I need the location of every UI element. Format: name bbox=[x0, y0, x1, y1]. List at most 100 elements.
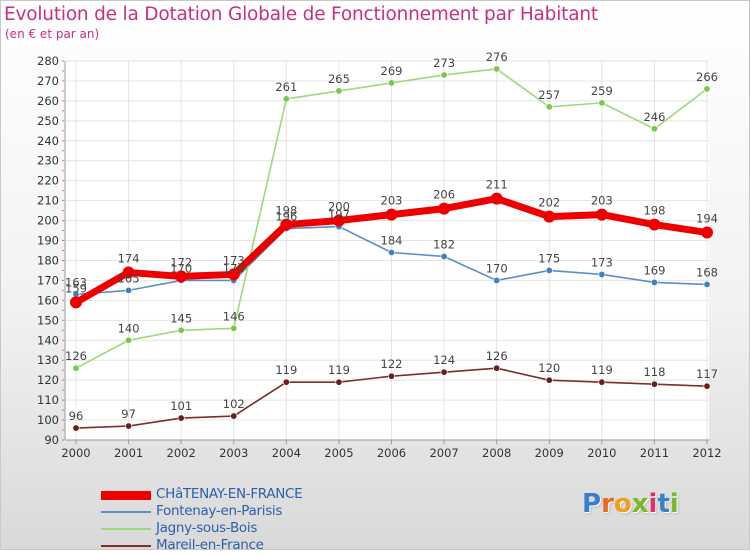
data-label-mareil-en-france: 102 bbox=[223, 397, 245, 411]
y-tick-label: 270 bbox=[37, 74, 59, 88]
y-tick-label: 140 bbox=[37, 333, 59, 347]
data-point-fontenay-en-parisis bbox=[545, 266, 553, 274]
axis-layer: 9010011012013014015016017018019020021022… bbox=[37, 54, 722, 460]
data-point-jagny-sous-bois bbox=[335, 87, 343, 95]
data-label-fontenay-en-parisis: 163 bbox=[65, 275, 87, 289]
data-point-ch-tenay-en-france bbox=[648, 218, 661, 231]
data-label-ch-tenay-en-france: 202 bbox=[538, 196, 560, 210]
data-label-ch-tenay-en-france: 206 bbox=[433, 188, 455, 202]
data-label-jagny-sous-bois: 146 bbox=[223, 309, 245, 323]
data-point-fontenay-en-parisis bbox=[703, 280, 711, 288]
data-point-mareil-en-france bbox=[335, 378, 343, 386]
data-point-jagny-sous-bois bbox=[230, 324, 238, 332]
x-tick-label: 2002 bbox=[167, 446, 196, 460]
legend-swatch bbox=[101, 545, 151, 547]
data-label-mareil-en-france: 118 bbox=[643, 365, 665, 379]
x-tick-label: 2005 bbox=[324, 446, 353, 460]
data-label-mareil-en-france: 96 bbox=[69, 409, 84, 423]
data-point-mareil-en-france bbox=[125, 422, 133, 430]
data-label-fontenay-en-parisis: 182 bbox=[433, 237, 455, 251]
value-label-layer: 163 165 170 170 196 197 184 182 170 175 173 169 168 1… bbox=[65, 50, 718, 423]
y-tick-label: 230 bbox=[37, 154, 59, 168]
data-point-jagny-sous-bois bbox=[177, 326, 185, 334]
data-label-mareil-en-france: 119 bbox=[591, 363, 613, 377]
data-label-fontenay-en-parisis: 165 bbox=[118, 271, 140, 285]
data-label-ch-tenay-en-france: 198 bbox=[643, 204, 665, 218]
data-label-mareil-en-france: 117 bbox=[696, 367, 718, 381]
y-tick-label: 110 bbox=[37, 393, 59, 407]
data-point-fontenay-en-parisis bbox=[125, 286, 133, 294]
legend-swatch bbox=[101, 528, 151, 530]
legend-swatch bbox=[101, 490, 151, 500]
data-label-jagny-sous-bois: 269 bbox=[381, 64, 403, 78]
data-label-jagny-sous-bois: 145 bbox=[170, 311, 192, 325]
data-point-mareil-en-france bbox=[545, 376, 553, 384]
data-point-fontenay-en-parisis bbox=[598, 270, 606, 278]
data-label-ch-tenay-en-france: 159 bbox=[65, 281, 87, 295]
data-point-mareil-en-france bbox=[703, 382, 711, 390]
legend-label: Fontenay-en-Parisis bbox=[156, 503, 283, 519]
data-point-ch-tenay-en-france bbox=[595, 208, 608, 221]
legend-label: CHâTENAY-EN-FRANCE bbox=[156, 486, 303, 502]
data-point-ch-tenay-en-france bbox=[122, 266, 135, 279]
x-tick-label: 2010 bbox=[587, 446, 616, 460]
data-point-ch-tenay-en-france bbox=[701, 226, 713, 239]
x-tick-label: 2004 bbox=[272, 446, 301, 460]
data-point-ch-tenay-en-france bbox=[280, 218, 293, 231]
data-label-fontenay-en-parisis: 170 bbox=[170, 261, 192, 275]
data-point-jagny-sous-bois bbox=[72, 364, 80, 372]
series-layer bbox=[70, 65, 713, 432]
x-tick-label: 2003 bbox=[219, 446, 248, 460]
data-label-mareil-en-france: 124 bbox=[433, 353, 455, 367]
y-tick-label: 210 bbox=[37, 194, 59, 208]
legend-swatch bbox=[101, 511, 151, 513]
data-label-ch-tenay-en-france: 174 bbox=[118, 251, 140, 265]
data-label-fontenay-en-parisis: 170 bbox=[486, 261, 508, 275]
data-label-mareil-en-france: 101 bbox=[170, 399, 192, 413]
data-label-fontenay-en-parisis: 170 bbox=[223, 261, 245, 275]
y-tick-label: 200 bbox=[37, 214, 59, 228]
x-tick-label: 2006 bbox=[377, 446, 406, 460]
data-label-jagny-sous-bois: 246 bbox=[643, 110, 665, 124]
data-point-ch-tenay-en-france bbox=[332, 214, 345, 227]
data-label-fontenay-en-parisis: 168 bbox=[696, 265, 718, 279]
data-point-mareil-en-france bbox=[598, 378, 606, 386]
chart-title: Evolution de la Dotation Globale de Fonc… bbox=[4, 4, 598, 25]
legend-label: Mareil-en-France bbox=[156, 537, 264, 553]
y-tick-label: 120 bbox=[37, 373, 59, 387]
data-label-fontenay-en-parisis: 197 bbox=[328, 208, 350, 222]
data-point-fontenay-en-parisis bbox=[440, 252, 448, 260]
data-point-fontenay-en-parisis bbox=[387, 248, 395, 256]
y-tick-label: 280 bbox=[37, 54, 59, 68]
data-label-jagny-sous-bois: 140 bbox=[118, 321, 140, 335]
data-point-ch-tenay-en-france bbox=[175, 270, 188, 283]
data-point-jagny-sous-bois bbox=[650, 125, 658, 133]
data-label-jagny-sous-bois: 257 bbox=[538, 88, 560, 102]
data-label-ch-tenay-en-france: 211 bbox=[486, 178, 508, 192]
y-tick-label: 130 bbox=[37, 353, 59, 367]
data-point-mareil-en-france bbox=[493, 364, 501, 372]
data-label-fontenay-en-parisis: 196 bbox=[275, 210, 297, 224]
data-point-jagny-sous-bois bbox=[703, 85, 711, 93]
data-label-fontenay-en-parisis: 169 bbox=[643, 263, 665, 277]
data-point-mareil-en-france bbox=[230, 412, 238, 420]
data-point-ch-tenay-en-france bbox=[438, 202, 451, 215]
y-tick-label: 220 bbox=[37, 174, 59, 188]
x-tick-label: 2011 bbox=[640, 446, 669, 460]
data-point-ch-tenay-en-france bbox=[543, 210, 556, 223]
data-label-jagny-sous-bois: 273 bbox=[433, 56, 455, 70]
data-label-ch-tenay-en-france: 173 bbox=[223, 253, 245, 267]
data-label-ch-tenay-en-france: 198 bbox=[275, 204, 297, 218]
data-label-fontenay-en-parisis: 175 bbox=[538, 251, 560, 265]
data-label-mareil-en-france: 126 bbox=[486, 349, 508, 363]
data-label-ch-tenay-en-france: 203 bbox=[381, 194, 403, 208]
data-point-mareil-en-france bbox=[72, 424, 80, 432]
data-label-jagny-sous-bois: 126 bbox=[65, 349, 87, 363]
y-tick-label: 170 bbox=[37, 273, 59, 287]
data-label-mareil-en-france: 122 bbox=[381, 357, 403, 371]
data-label-mareil-en-france: 119 bbox=[328, 363, 350, 377]
data-point-ch-tenay-en-france bbox=[385, 208, 398, 221]
data-label-jagny-sous-bois: 276 bbox=[486, 50, 508, 64]
data-point-mareil-en-france bbox=[282, 378, 290, 386]
